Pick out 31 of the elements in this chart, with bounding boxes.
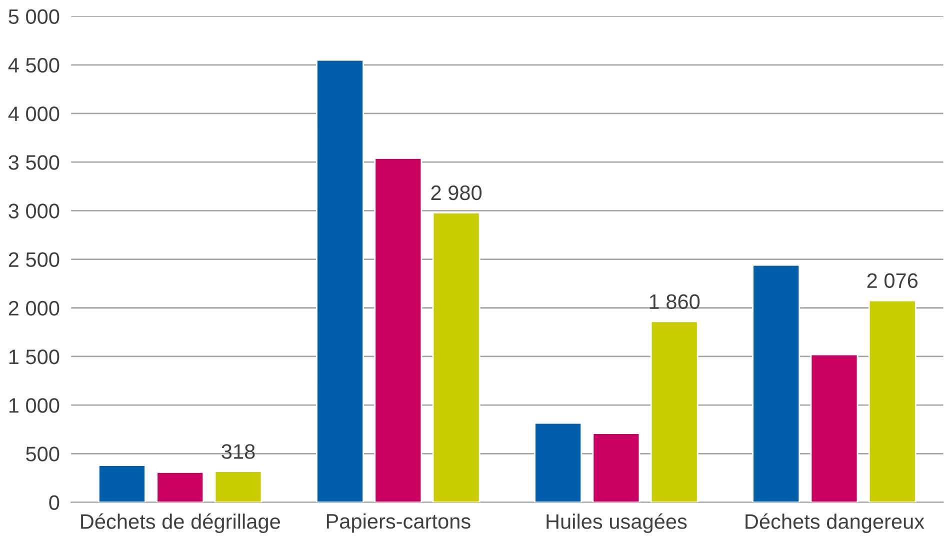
x-tick-label: Déchets dangereux bbox=[746, 513, 924, 534]
bar bbox=[214, 470, 262, 502]
y-tick-label: 0 bbox=[49, 495, 60, 510]
y-tick-label: 500 bbox=[26, 446, 60, 462]
bar bbox=[98, 464, 146, 502]
data-label: 2 076 bbox=[867, 273, 918, 288]
bar bbox=[592, 432, 640, 502]
bar bbox=[752, 264, 800, 502]
data-label: 318 bbox=[222, 444, 255, 459]
x-tick-label: Déchets de dégrillage bbox=[81, 513, 280, 534]
data-label: 1 860 bbox=[650, 294, 700, 310]
bar bbox=[156, 471, 204, 502]
bar bbox=[868, 300, 916, 502]
x-tick-label: Huiles usagées bbox=[546, 513, 687, 534]
bar bbox=[374, 158, 422, 502]
y-tick-label: 3 000 bbox=[8, 204, 60, 218]
bar bbox=[316, 59, 364, 502]
y-tick-label: 1 500 bbox=[9, 349, 60, 364]
y-tick-label: 4 500 bbox=[8, 58, 60, 73]
y-tick-label: 2 000 bbox=[8, 300, 60, 316]
bar bbox=[432, 212, 480, 502]
bar bbox=[650, 320, 698, 502]
y-tick-label: 2 500 bbox=[8, 252, 60, 268]
bar bbox=[534, 422, 582, 502]
x-tick-label: Papiers-cartons bbox=[326, 513, 470, 533]
y-tick-label: 3 500 bbox=[8, 155, 60, 170]
y-tick-label: 5 000 bbox=[8, 9, 60, 24]
data-label: 2 980 bbox=[431, 185, 482, 200]
y-tick-label: 4 000 bbox=[8, 106, 60, 122]
bar bbox=[810, 354, 858, 502]
y-tick-label: 1 000 bbox=[9, 398, 60, 413]
